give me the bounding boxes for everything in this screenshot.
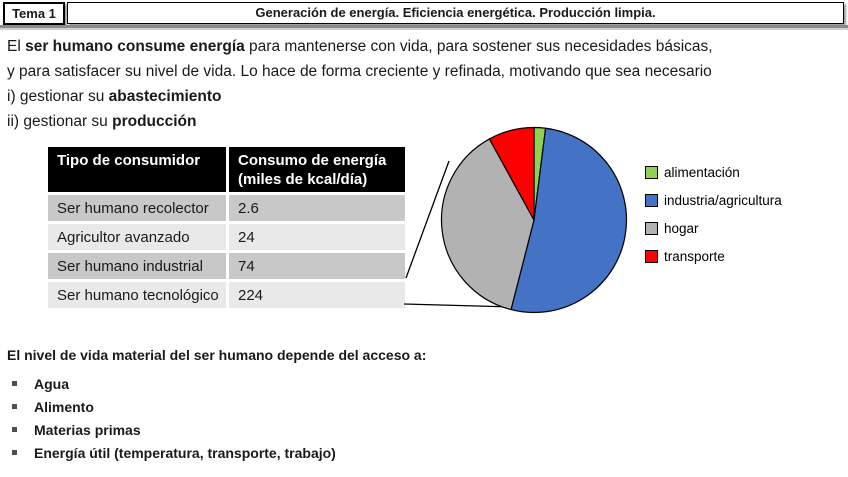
pie-slice-transporte (488, 126, 535, 221)
legend-item-transporte: transporte (645, 242, 782, 270)
intro-item-2: ii) gestionar su producción (7, 113, 197, 130)
legend-item-industria-agricultura: industria/agricultura (645, 186, 782, 214)
topic-tag-label: Tema 1 (12, 6, 56, 21)
intro-item-1: i) gestionar su abastecimiento (7, 88, 222, 105)
table-cell-type: Agricultor avanzado (48, 224, 226, 250)
pie-slice-hogar (440, 138, 535, 311)
square-bullet-icon (12, 427, 17, 432)
table-cell-value: 74 (229, 253, 405, 279)
pie-chart (440, 126, 628, 314)
legend-label: industria/agricultura (664, 192, 782, 208)
legend-label: hogar (664, 220, 699, 236)
table-cell-value: 2.6 (229, 195, 405, 221)
intro-line-2: y para satisfacer su nivel de vida. Lo h… (7, 63, 712, 80)
legend-swatch-icon (645, 221, 658, 235)
table-cell-type: Ser humano recolector (48, 195, 226, 221)
legend-swatch-icon (645, 193, 658, 207)
header-divider (0, 25, 848, 30)
legend-label: alimentación (664, 164, 740, 180)
chart-legend: alimentación industria/agricultura hogar… (645, 158, 782, 270)
topic-tag-box: Tema 1 (3, 2, 65, 25)
table-cell-value: 24 (229, 224, 405, 250)
access-section: El nivel de vida material del ser humano… (7, 347, 607, 464)
access-item-alimento: Alimento (7, 395, 607, 418)
slide-title: Generación de energía. Eficiencia energé… (255, 5, 656, 20)
square-bullet-icon (12, 381, 17, 386)
callout-line-upper (405, 160, 450, 279)
legend-swatch-icon (645, 165, 658, 179)
callout-line-lower (403, 303, 515, 308)
pie-slice-industria/agricultura (510, 127, 628, 314)
access-item-energia-util: Energía útil (temperatura, transporte, t… (7, 441, 607, 464)
consumption-table: Tipo de consumidor Consumo de energía (m… (48, 147, 405, 308)
pie-slice-alimentación (533, 126, 547, 221)
access-item-materias-primas: Materias primas (7, 418, 607, 441)
square-bullet-icon (12, 404, 17, 409)
slide-title-box: Generación de energía. Eficiencia energé… (67, 2, 844, 24)
access-heading: El nivel de vida material del ser humano… (7, 347, 427, 363)
table-header-consumer: Tipo de consumidor (48, 147, 226, 192)
intro-paragraph: El ser humano consume energía para mante… (7, 34, 737, 134)
table-cell-type: Ser humano tecnológico (48, 282, 226, 308)
legend-label: transporte (664, 248, 725, 264)
table-cell-value: 224 (229, 282, 405, 308)
square-bullet-icon (12, 450, 17, 455)
intro-line-1: El ser humano consume energía para mante… (7, 38, 713, 55)
legend-item-hogar: hogar (645, 214, 782, 242)
legend-swatch-icon (645, 249, 658, 263)
legend-item-alimentacion: alimentación (645, 158, 782, 186)
access-item-agua: Agua (7, 372, 607, 395)
table-cell-type: Ser humano industrial (48, 253, 226, 279)
table-header-energy: Consumo de energía (miles de kcal/día) (229, 147, 405, 192)
